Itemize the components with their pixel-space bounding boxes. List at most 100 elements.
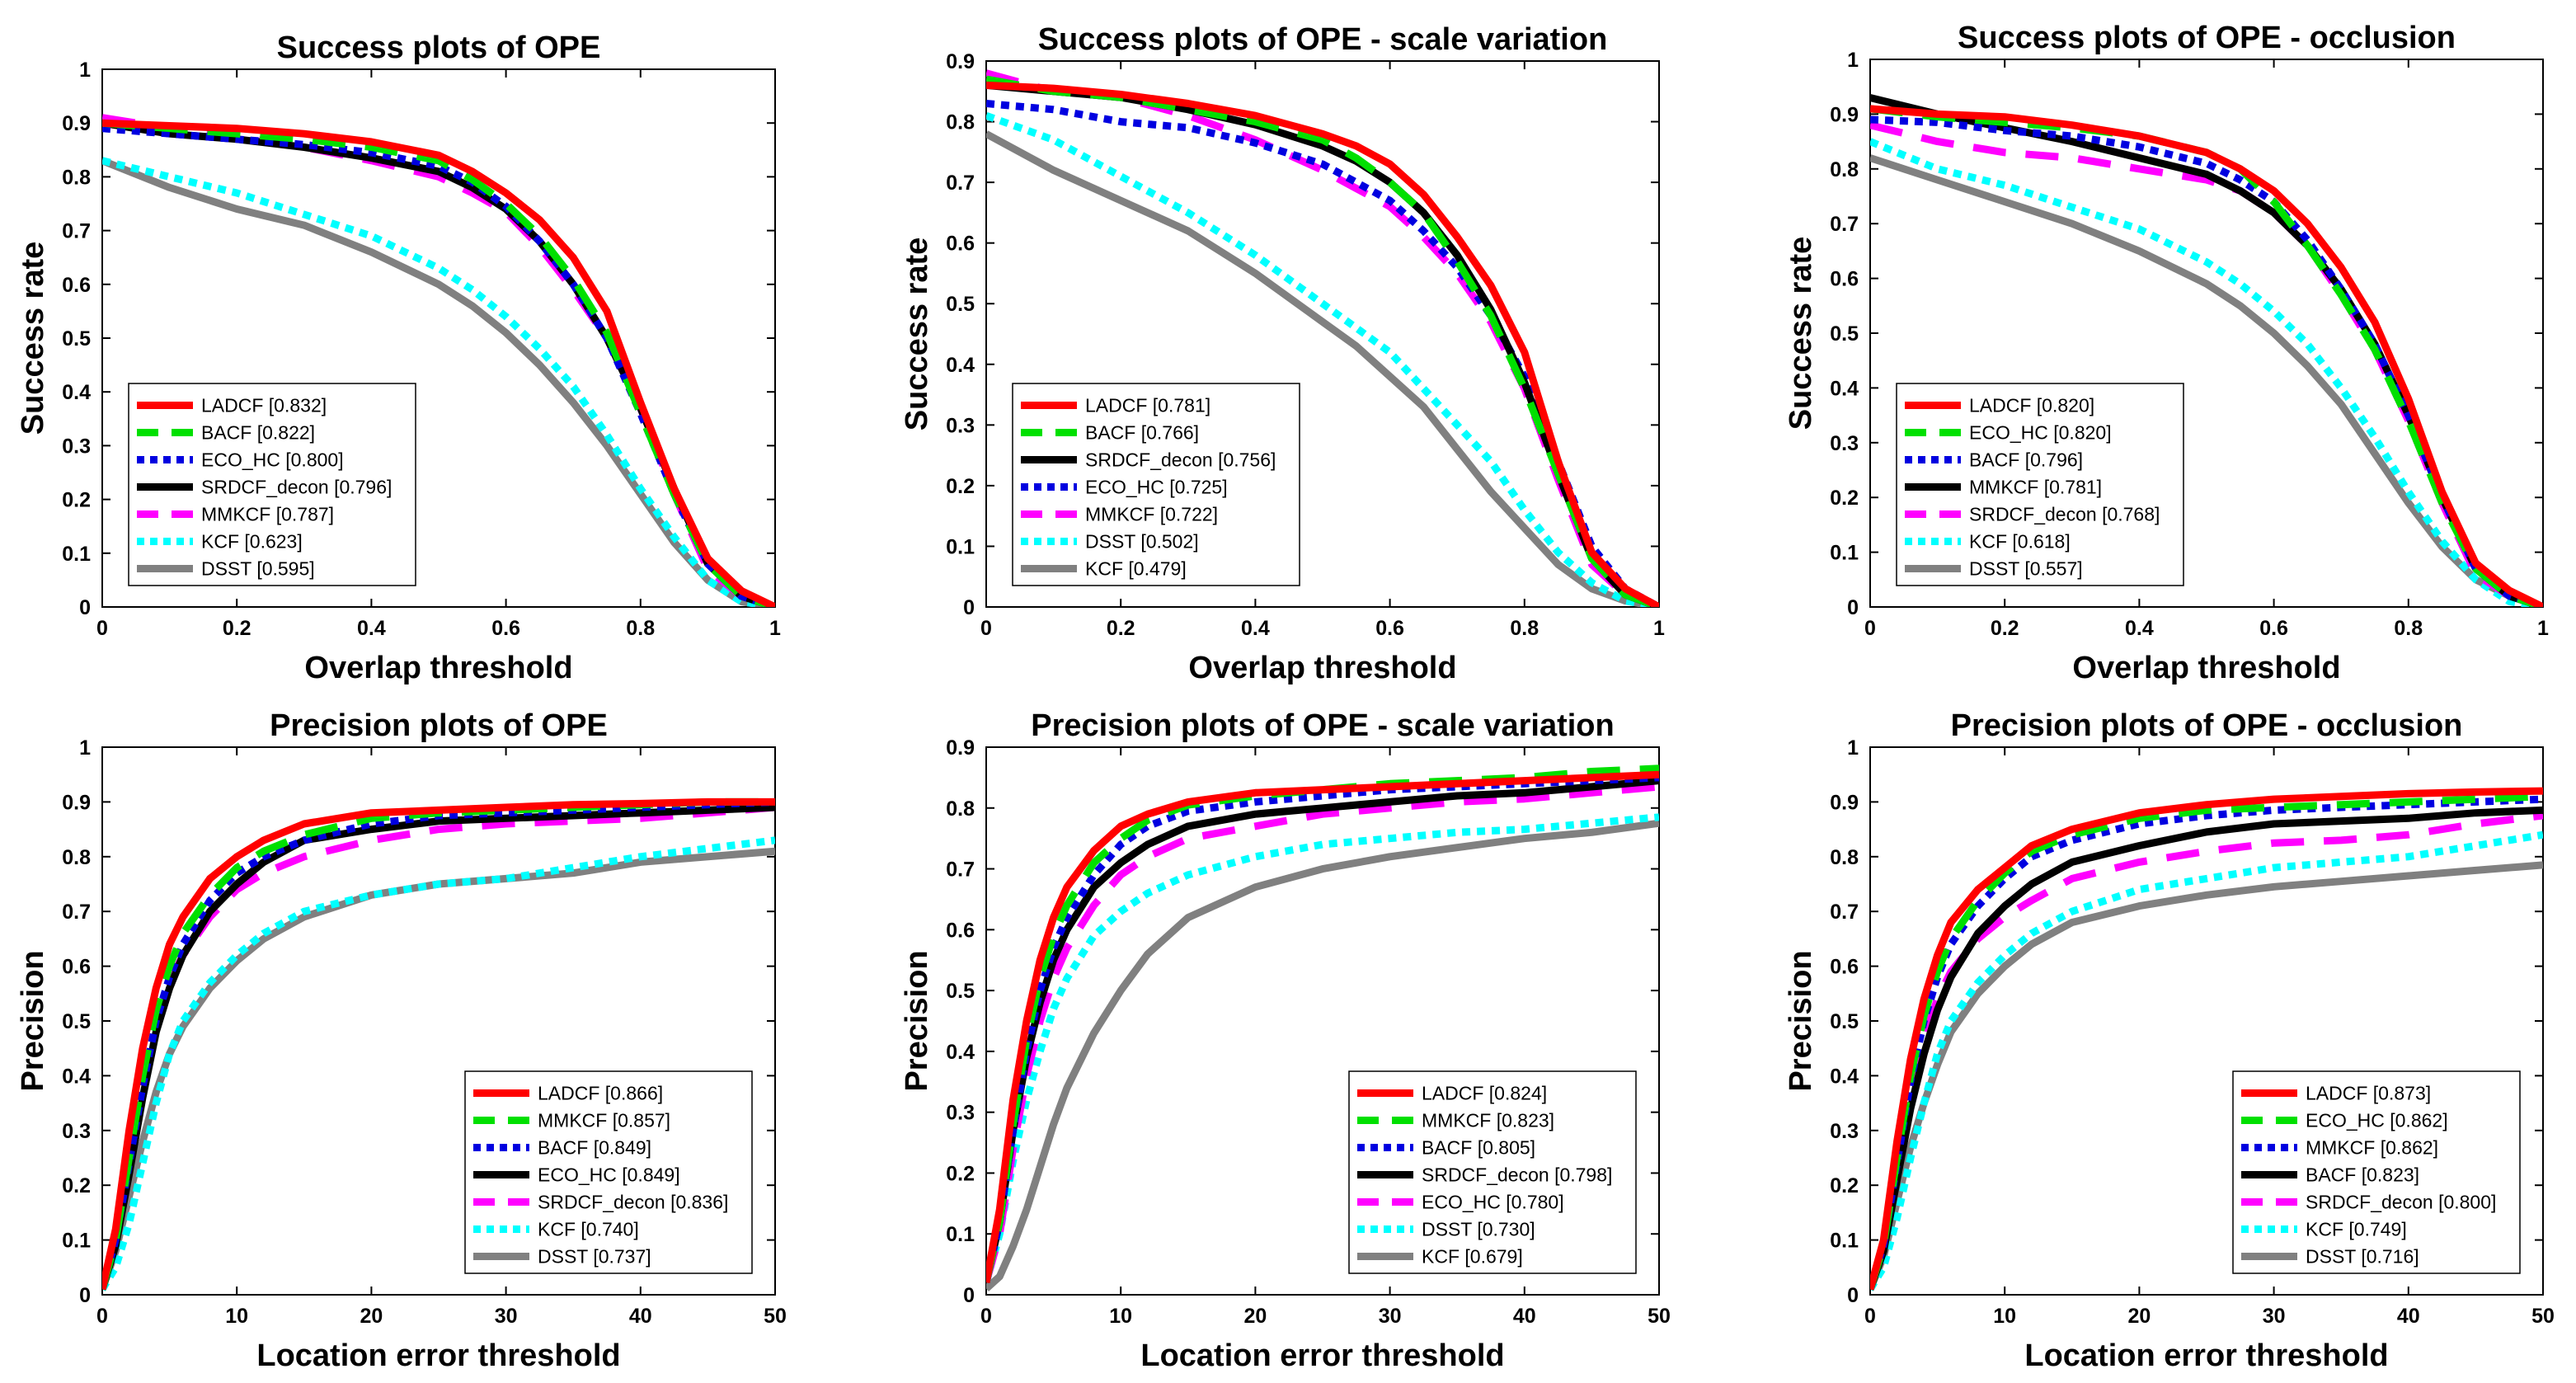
y-tick-label: 0.7 [1830,901,1859,924]
x-tick-label: 40 [1513,1305,1536,1328]
y-axis-label: Success rate [900,238,934,431]
x-tick-label: 1 [769,617,781,640]
legend-label: KCF [0.740] [538,1219,639,1240]
x-tick-label: 10 [1993,1305,2016,1328]
x-tick-label: 1 [2537,617,2549,640]
legend-label: ECO_HC [0.780] [1422,1192,1564,1213]
legend-label: MMKCF [0.722] [1085,504,1218,525]
legend-label: MMKCF [0.862] [2306,1137,2438,1159]
y-tick-label: 0.8 [1830,158,1859,181]
series-line-ladcf [986,81,1659,607]
y-tick-label: 0.9 [62,112,91,135]
legend-label: MMKCF [0.781] [1969,477,2102,498]
legend-label: ECO_HC [0.725] [1085,477,1228,498]
y-tick-label: 0.6 [62,274,91,297]
x-tick-label: 0.6 [491,617,520,640]
x-tick-label: 0.6 [2259,617,2288,640]
legend: LADCF [0.820] ECO_HC [0.820] BACF [0.796] M… [1896,383,2184,586]
series-line-bacf [1870,793,2543,1291]
legend-label: LADCF [0.824] [1422,1083,1547,1104]
x-tick-label: 50 [2531,1305,2555,1328]
chart-title: Success plots of OPE - scale variation [1038,22,1608,57]
legend-label: ECO_HC [0.820] [1969,422,2112,444]
y-tick-label: 0.3 [62,1120,91,1143]
x-tick-label: 10 [225,1305,248,1328]
chart-6: Precision plots of OPE - occlusion Locati… [1784,708,2555,1373]
legend-label: MMKCF [0.787] [201,504,334,525]
legend-label: LADCF [0.781] [1085,395,1210,416]
y-axis-label: Precision [16,950,50,1091]
legend: LADCF [0.781] BACF [0.766] SRDCF_decon [0.… [1012,383,1300,586]
y-tick-label: 0.1 [946,535,975,558]
series-line-ladcf [986,770,1659,1284]
legend-label: BACF [0.822] [201,422,315,444]
chart-3: Success plots of OPE - occlusion Overlap … [1784,21,2549,685]
y-tick-label: 1 [1847,736,1859,760]
series-line-dsst [986,819,1659,1291]
legend-label: MMKCF [0.857] [538,1110,670,1131]
chart-1: Success plots of OPE Overlap threshold Suc… [16,31,781,685]
y-tick-label: 0.7 [1830,213,1859,236]
legend-label: DSST [0.737] [538,1246,651,1268]
series-line-kcf [1870,138,2543,607]
y-tick-label: 0.6 [1830,268,1859,291]
legend-label: LADCF [0.873] [2306,1083,2431,1104]
x-axis-label: Overlap threshold [2072,651,2340,685]
y-tick-label: 0.2 [1830,487,1859,510]
y-tick-label: 0.8 [62,846,91,869]
y-tick-label: 0.4 [62,381,91,404]
y-tick-label: 0.2 [1830,1174,1859,1197]
legend-label: DSST [0.502] [1085,531,1199,553]
series-line-ladcf [102,797,775,1291]
y-axis-label: Success rate [1784,237,1818,430]
x-tick-label: 0.2 [1107,617,1135,640]
y-tick-label: 0.7 [62,901,91,924]
legend-label: SRDCF_decon [0.800] [2306,1192,2496,1213]
y-tick-label: 0.1 [62,1230,91,1253]
legend-label: KCF [0.618] [1969,531,2071,553]
x-tick-label: 30 [1379,1305,1402,1328]
y-tick-label: 0.9 [1830,103,1859,126]
x-axis-label: Location error threshold [2024,1338,2388,1373]
series-line-eco-hc [1870,115,2543,607]
y-tick-label: 0.1 [1830,1230,1859,1253]
x-tick-label: 0 [96,1305,108,1328]
legend-label: SRDCF_decon [0.798] [1422,1164,1612,1186]
chart-title: Precision plots of OPE - scale variation [1031,708,1614,743]
series-line-kcf [986,813,1659,1284]
y-tick-label: 0.1 [62,543,91,566]
series-line-dsst [102,847,775,1291]
series-line-mmkcf [986,783,1659,1284]
legend-label: SRDCF_decon [0.756] [1085,449,1276,471]
legend-label: DSST [0.730] [1422,1219,1535,1240]
y-tick-label: 0.3 [946,414,975,437]
legend-label: BACF [0.849] [538,1137,651,1159]
x-tick-label: 0.8 [626,617,655,640]
legend-label: BACF [0.766] [1085,422,1199,444]
series-line-srdcf-decon [1870,806,2543,1291]
chart-title: Success plots of OPE [277,31,601,65]
y-tick-label: 0.6 [946,233,975,256]
y-tick-label: 0.4 [946,1041,975,1064]
chart-4: Precision plots of OPE Location error thr… [16,708,787,1373]
y-tick-label: 0.6 [1830,956,1859,979]
y-tick-label: 0 [79,596,91,619]
y-tick-label: 0 [79,1284,91,1307]
series-line-kcf [1870,830,2543,1291]
y-tick-label: 0.4 [1830,1065,1859,1088]
y-tick-label: 0.1 [946,1223,975,1246]
chart-title: Success plots of OPE - occlusion [1958,21,2456,55]
y-tick-label: 0.2 [946,1162,975,1185]
y-tick-label: 0 [963,1284,975,1307]
legend-label: ECO_HC [0.862] [2306,1110,2448,1131]
y-tick-label: 0.4 [1830,377,1859,400]
chart-2: Success plots of OPE - scale variation Ov… [900,22,1665,685]
x-tick-label: 0 [980,1305,992,1328]
y-tick-label: 0.5 [62,327,91,350]
y-tick-label: 0.4 [946,354,975,377]
y-tick-label: 0.8 [946,797,975,821]
y-tick-label: 0 [963,596,975,619]
x-tick-label: 0.2 [1991,617,2019,640]
x-tick-label: 20 [2127,1305,2151,1328]
legend-label: MMKCF [0.823] [1422,1110,1554,1131]
